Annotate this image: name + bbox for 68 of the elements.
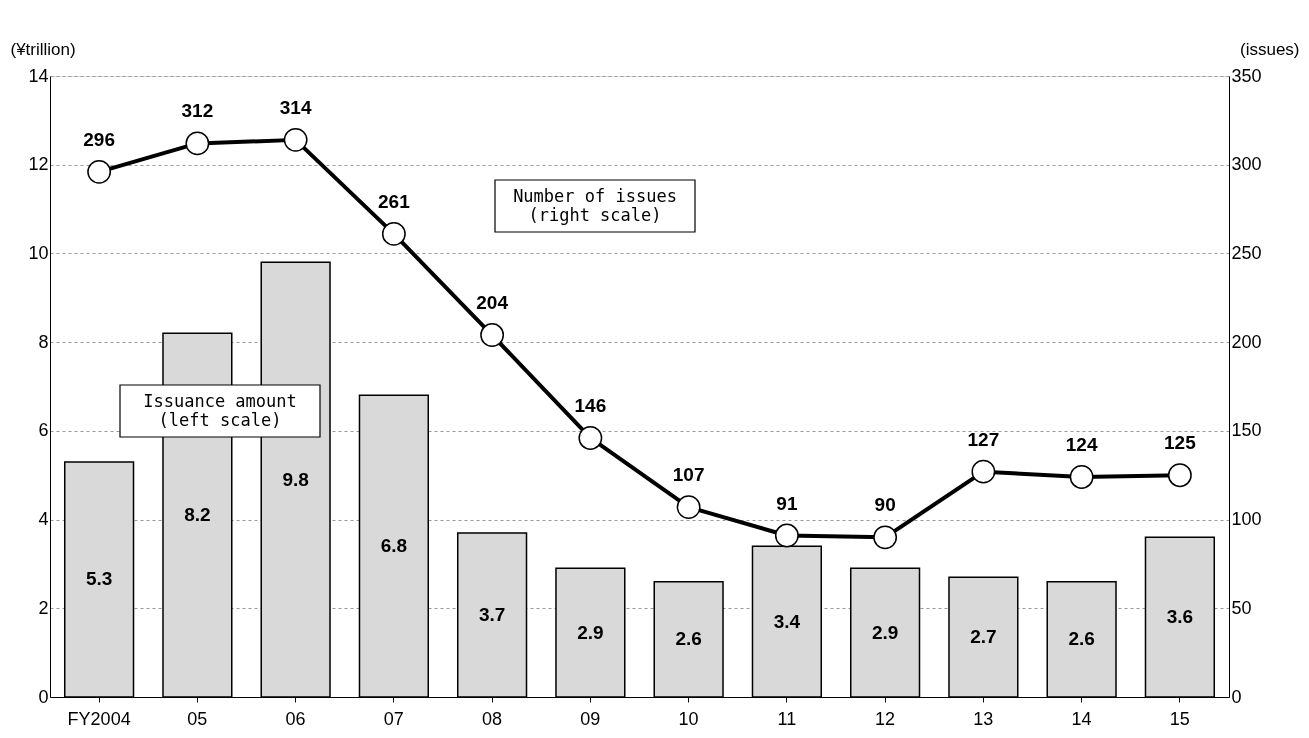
x-tick-label: 14: [1071, 708, 1092, 729]
y-tick-label: 14: [28, 65, 49, 86]
x-tick-label: 08: [482, 708, 503, 729]
data-label: 107: [672, 464, 705, 486]
point: [676, 495, 701, 520]
point: [1167, 463, 1192, 488]
point: [971, 459, 996, 484]
x-tick-label: 09: [580, 708, 601, 729]
data-label: 312: [181, 100, 214, 122]
y2-tick-label: 150: [1231, 420, 1262, 441]
y2-tick-label: 50: [1231, 597, 1252, 618]
x-tick-label: FY2004: [67, 708, 131, 729]
y2-axis-title: (issues): [1239, 39, 1300, 59]
point: [873, 525, 898, 550]
data-label: 124: [1065, 433, 1098, 455]
y-tick-label: 10: [28, 242, 49, 263]
y-tick-label: 8: [38, 331, 49, 352]
data-label: 91: [776, 492, 798, 514]
y-tick-label: 12: [28, 154, 49, 175]
data-label: 90: [874, 494, 896, 516]
point: [381, 222, 406, 246]
point: [774, 523, 799, 548]
point: [578, 426, 603, 450]
x-tick-label: 15: [1169, 708, 1190, 729]
y-tick-label: 6: [38, 420, 49, 441]
point: [87, 159, 112, 184]
data-label: 3.6: [1166, 606, 1194, 628]
data-label: 2.6: [675, 628, 702, 650]
data-label: 6.8: [380, 535, 408, 557]
x-tick-label: 11: [777, 708, 797, 729]
data-label: 296: [83, 128, 115, 150]
point: [185, 131, 210, 156]
data-label: 2.9: [871, 621, 899, 643]
y-tick-label: 2: [38, 597, 49, 618]
data-label: 127: [967, 428, 1000, 450]
data-label: 8.2: [184, 504, 211, 526]
y2-tick-label: 300: [1231, 154, 1262, 175]
data-label: 2.7: [970, 626, 997, 648]
y-tick-label: 0: [38, 686, 49, 707]
data-label: 9.8: [282, 468, 309, 490]
data-label: 204: [476, 292, 509, 314]
data-label: 314: [279, 96, 312, 118]
data-label: 261: [378, 190, 411, 212]
annotation: Number of issues (right scale): [513, 186, 677, 225]
y2-tick-label: 250: [1231, 242, 1262, 263]
x-tick-label: 06: [285, 708, 306, 729]
y2-tick-label: 200: [1231, 331, 1262, 352]
point: [1069, 465, 1094, 489]
point: [480, 323, 505, 347]
annotation: Issuance amount (left scale): [143, 391, 297, 430]
data-label: 146: [574, 394, 607, 416]
data-label: 3.4: [773, 610, 801, 632]
point: [283, 127, 308, 152]
y-axis-title: (¥trillion): [10, 39, 76, 59]
data-label: 2.9: [577, 621, 604, 643]
x-tick-label: 13: [973, 708, 994, 729]
data-label: 125: [1164, 432, 1197, 454]
x-tick-label: 05: [187, 708, 208, 729]
y2-tick-label: 0: [1231, 686, 1242, 707]
data-label: 3.7: [478, 603, 506, 625]
y2-tick-label: 350: [1231, 65, 1262, 86]
x-tick-label: 10: [678, 708, 699, 729]
y2-tick-label: 100: [1231, 509, 1262, 530]
x-tick-label: 12: [875, 708, 896, 729]
data-label: 5.3: [85, 568, 113, 590]
y-tick-label: 4: [38, 509, 49, 530]
data-label: 2.6: [1068, 628, 1095, 650]
x-tick-label: 07: [383, 708, 404, 729]
